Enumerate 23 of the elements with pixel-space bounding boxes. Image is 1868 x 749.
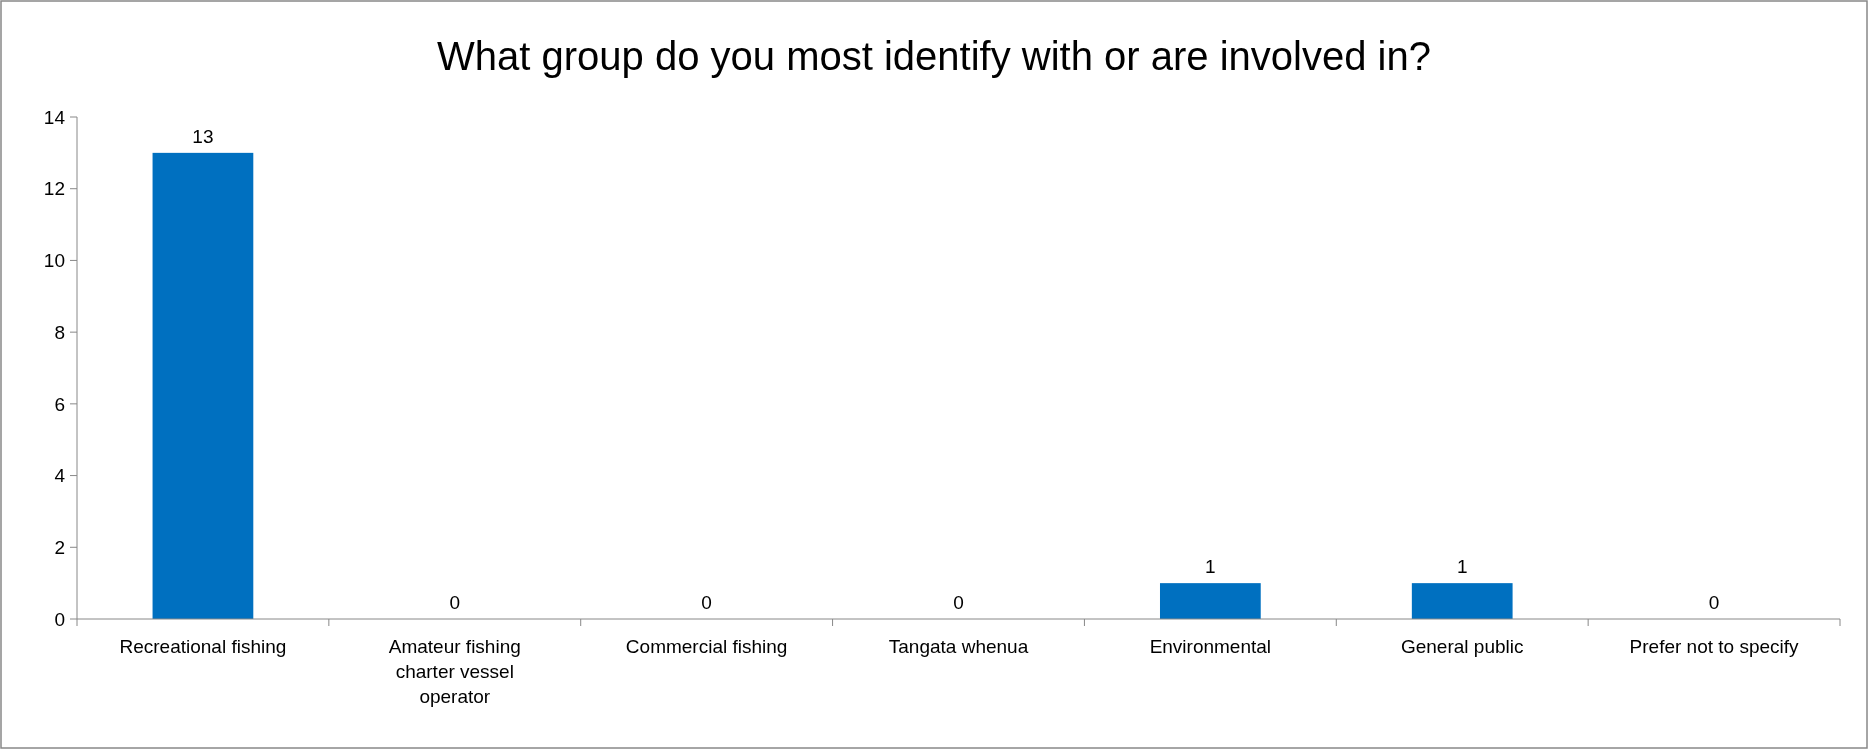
x-tick-label: Tangata whenua	[888, 636, 1029, 657]
y-tick-label: 10	[43, 250, 65, 272]
data-label: 0	[449, 592, 461, 613]
data-label: 0	[953, 592, 964, 613]
x-tick-label: Prefer not to specify	[1629, 636, 1800, 657]
data-label: 1	[1456, 556, 1468, 578]
x-tick-label: Commercial fishing	[625, 636, 788, 657]
y-tick-label: 0	[54, 608, 65, 630]
y-tick-label: 14	[43, 106, 66, 128]
y-tick-label: 2	[54, 536, 65, 558]
data-label: 1	[1205, 556, 1216, 578]
data-label: 0	[701, 592, 712, 613]
y-tick-label: 4	[54, 465, 66, 487]
chart-title: What group do you most identify with or are involved in?	[437, 34, 1431, 78]
y-tick-label: 8	[54, 321, 65, 343]
x-tick-label: Environmental	[1149, 636, 1272, 657]
y-tick-label: 12	[43, 178, 65, 200]
y-tick-label: 6	[54, 393, 65, 415]
data-label: 0	[1708, 592, 1720, 613]
x-tick-label: Recreational fishing	[119, 636, 287, 657]
x-tick-label: General public	[1400, 636, 1524, 657]
data-label: 13	[192, 125, 214, 147]
x-tick-label: Amateur fishing charter vessel operator	[388, 636, 521, 707]
